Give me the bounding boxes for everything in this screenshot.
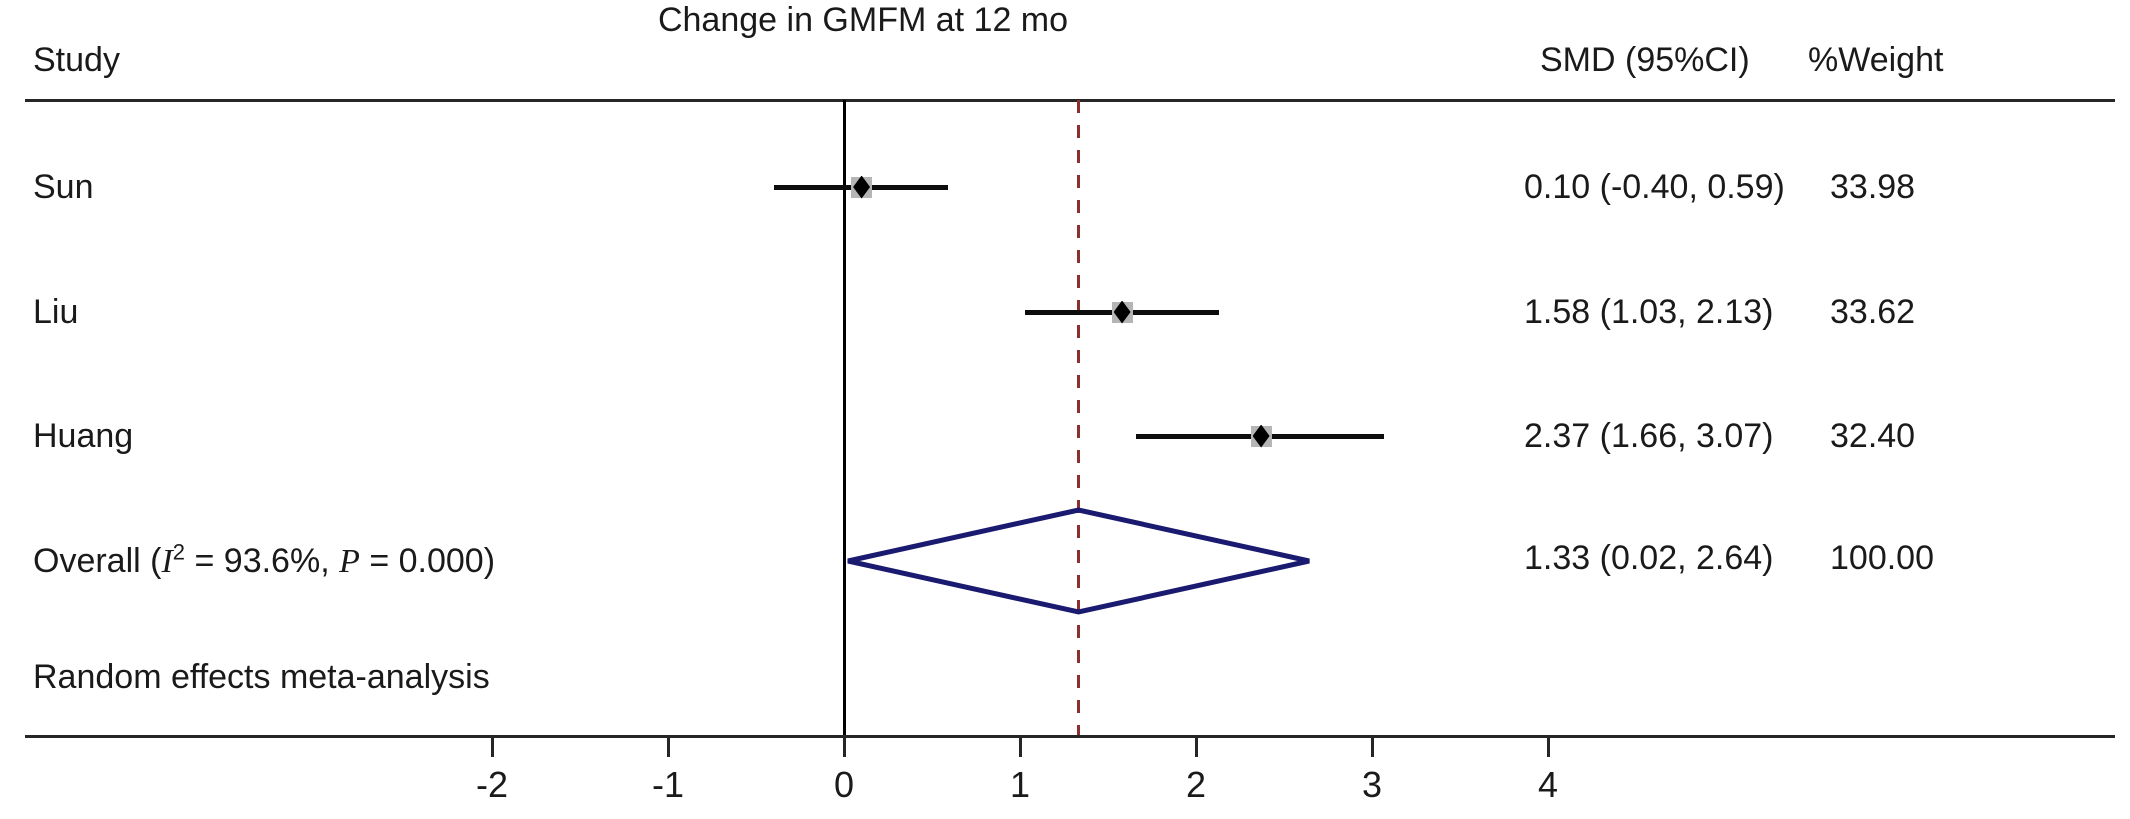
- overall-weight-value: 100.00: [1830, 539, 1934, 577]
- axis-tick-label: 3: [1361, 764, 1383, 805]
- weight-value: 33.62: [1830, 293, 1916, 331]
- weight-value: 33.98: [1830, 168, 1916, 206]
- axis-tick: [1370, 736, 1374, 757]
- study-label: Huang: [33, 417, 134, 455]
- point-estimate-marker: [1113, 300, 1131, 324]
- i-squared-exponent: 2: [172, 539, 186, 565]
- weight-value: 32.40: [1830, 417, 1916, 455]
- meta-analysis-note: Random effects meta-analysis: [33, 658, 490, 696]
- axis-tick-label: 0: [833, 764, 855, 805]
- chart-title: Change in GMFM at 12 mo: [657, 1, 1069, 39]
- smd-value: 1.58 (1.03, 2.13): [1524, 293, 1774, 331]
- axis-tick-label: -1: [651, 764, 684, 805]
- overall-label-text: Overall (: [33, 542, 162, 580]
- zero-reference-line: [842, 100, 846, 736]
- axis-tick: [666, 736, 670, 757]
- overall-diamond: [846, 507, 1310, 615]
- smd-value: 0.10 (-0.40, 0.59): [1524, 168, 1785, 206]
- axis-tick-label: 1: [1009, 764, 1031, 805]
- axis-tick: [1194, 736, 1198, 757]
- overall-smd-value: 1.33 (0.02, 2.64): [1524, 539, 1774, 577]
- header-divider-line: [25, 99, 2115, 102]
- overall-label: Overall (I2 = 93.6%, P = 0.000): [33, 541, 496, 580]
- axis-tick: [842, 736, 846, 757]
- column-header-weight: %Weight: [1808, 41, 1944, 79]
- axis-tick-label: 2: [1185, 764, 1207, 805]
- study-label: Sun: [33, 168, 94, 206]
- axis-tick: [1018, 736, 1022, 757]
- column-header-study: Study: [33, 41, 120, 79]
- point-estimate-marker: [1252, 424, 1270, 448]
- study-label: Liu: [33, 293, 79, 331]
- axis-tick-label: 4: [1537, 764, 1559, 805]
- smd-value: 2.37 (1.66, 3.07): [1524, 417, 1774, 455]
- p-value-symbol: P: [339, 543, 360, 580]
- axis-tick-label: -2: [475, 764, 508, 805]
- i-squared-symbol: I: [161, 543, 173, 580]
- overall-label-text: = 0.000): [359, 542, 496, 580]
- axis-tick: [1546, 736, 1550, 757]
- column-header-smd: SMD (95%CI): [1540, 41, 1750, 79]
- overall-dashed-line: [1076, 100, 1080, 736]
- point-estimate-marker: [853, 175, 871, 199]
- axis-tick: [490, 736, 494, 757]
- x-axis-line: [25, 735, 2115, 738]
- overall-label-text: = 93.6%,: [185, 542, 340, 580]
